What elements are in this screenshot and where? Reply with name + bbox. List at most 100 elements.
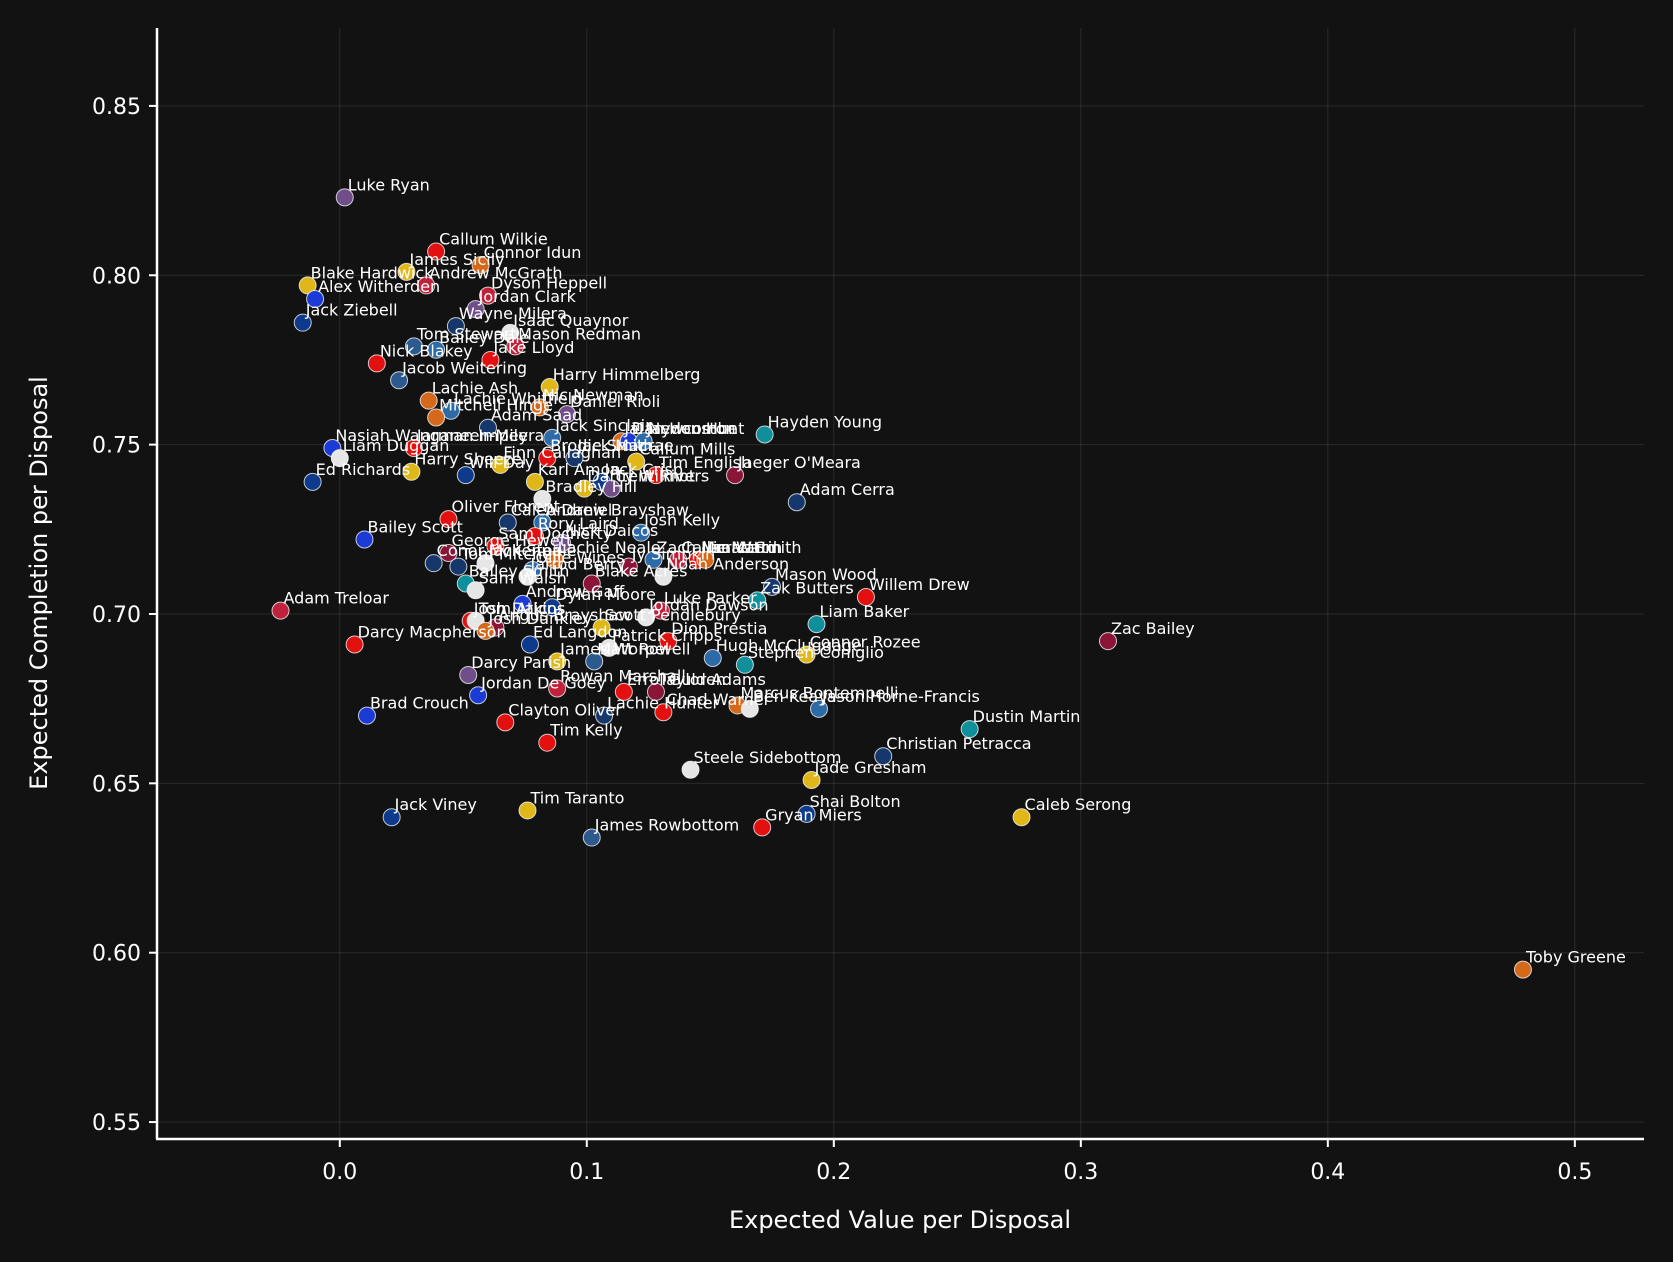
data-point[interactable]: [355, 530, 374, 549]
data-point[interactable]: [518, 567, 537, 586]
data-point[interactable]: [330, 449, 349, 468]
data-point[interactable]: [424, 554, 443, 573]
data-point[interactable]: [753, 818, 772, 837]
data-point[interactable]: [530, 398, 549, 417]
data-point[interactable]: [602, 479, 621, 498]
data-point[interactable]: [491, 455, 510, 474]
data-point[interactable]: [271, 601, 290, 620]
data-point[interactable]: [506, 337, 525, 356]
data-point[interactable]: [476, 621, 495, 640]
data-point[interactable]: [681, 760, 700, 779]
data-point[interactable]: [367, 354, 386, 373]
data-point[interactable]: [582, 574, 601, 593]
data-point[interactable]: [390, 371, 409, 390]
data-point[interactable]: [654, 567, 673, 586]
data-point[interactable]: [525, 527, 544, 546]
data-point[interactable]: [797, 804, 816, 823]
data-point[interactable]: [439, 510, 458, 529]
data-point[interactable]: [654, 703, 673, 722]
data-point[interactable]: [357, 706, 376, 725]
data-point[interactable]: [518, 801, 537, 820]
data-point[interactable]: [543, 428, 562, 447]
data-point[interactable]: [520, 635, 539, 654]
data-point[interactable]: [632, 523, 651, 542]
data-point[interactable]: [558, 405, 577, 424]
data-point[interactable]: [402, 462, 421, 481]
data-point[interactable]: [763, 577, 782, 596]
data-point[interactable]: [651, 601, 670, 620]
data-point[interactable]: [427, 340, 446, 359]
data-point[interactable]: [565, 449, 584, 468]
data-point[interactable]: [600, 638, 619, 657]
data-point[interactable]: [856, 588, 875, 607]
data-point[interactable]: [540, 378, 559, 397]
data-point[interactable]: [592, 618, 611, 637]
data-point[interactable]: [335, 188, 354, 207]
data-point[interactable]: [575, 479, 594, 498]
data-point[interactable]: [585, 652, 604, 671]
data-point[interactable]: [404, 337, 423, 356]
data-point[interactable]: [614, 682, 633, 701]
data-point[interactable]: [809, 699, 828, 718]
data-point[interactable]: [441, 401, 460, 420]
data-point[interactable]: [960, 720, 979, 739]
data-point[interactable]: [456, 466, 475, 485]
data-point[interactable]: [449, 557, 468, 576]
data-point[interactable]: [486, 537, 505, 556]
data-point[interactable]: [696, 550, 715, 569]
data-point[interactable]: [627, 452, 646, 471]
data-point[interactable]: [466, 581, 485, 600]
data-point[interactable]: [726, 466, 745, 485]
data-point[interactable]: [496, 713, 515, 732]
data-point[interactable]: [646, 682, 665, 701]
data-point[interactable]: [446, 317, 465, 336]
data-point[interactable]: [669, 550, 688, 569]
data-point[interactable]: [481, 350, 500, 369]
data-point[interactable]: [478, 418, 497, 437]
data-point[interactable]: [703, 649, 722, 668]
data-point[interactable]: [525, 472, 544, 491]
data-point[interactable]: [471, 256, 490, 275]
data-point[interactable]: [807, 615, 826, 634]
data-point[interactable]: [619, 557, 638, 576]
data-point[interactable]: [659, 632, 678, 651]
data-point[interactable]: [735, 655, 754, 674]
data-point[interactable]: [787, 493, 806, 512]
data-point[interactable]: [644, 550, 663, 569]
data-point[interactable]: [459, 665, 478, 684]
data-point[interactable]: [417, 276, 436, 295]
data-point[interactable]: [1513, 960, 1532, 979]
data-point[interactable]: [293, 313, 312, 332]
data-point[interactable]: [1098, 632, 1117, 651]
data-point[interactable]: [797, 645, 816, 664]
data-point[interactable]: [397, 262, 416, 281]
data-point[interactable]: [545, 550, 564, 569]
data-point[interactable]: [548, 652, 567, 671]
data-point[interactable]: [553, 533, 572, 552]
data-point[interactable]: [306, 289, 325, 308]
data-point[interactable]: [533, 489, 552, 508]
data-point[interactable]: [469, 686, 488, 705]
data-point[interactable]: [303, 472, 322, 491]
data-point[interactable]: [1012, 808, 1031, 827]
data-point[interactable]: [345, 635, 364, 654]
data-point[interactable]: [634, 432, 653, 451]
data-point[interactable]: [427, 242, 446, 261]
data-point[interactable]: [548, 679, 567, 698]
data-point[interactable]: [427, 408, 446, 427]
data-point[interactable]: [478, 286, 497, 305]
data-point[interactable]: [755, 425, 774, 444]
data-point[interactable]: [466, 300, 485, 319]
data-point[interactable]: [646, 466, 665, 485]
data-point[interactable]: [637, 608, 656, 627]
data-point[interactable]: [538, 733, 557, 752]
data-point[interactable]: [538, 449, 557, 468]
data-point[interactable]: [419, 391, 438, 410]
data-point[interactable]: [874, 747, 893, 766]
data-point[interactable]: [802, 770, 821, 789]
data-point[interactable]: [582, 828, 601, 847]
data-point[interactable]: [382, 808, 401, 827]
data-point[interactable]: [748, 591, 767, 610]
data-point[interactable]: [439, 544, 458, 563]
data-point[interactable]: [595, 706, 614, 725]
